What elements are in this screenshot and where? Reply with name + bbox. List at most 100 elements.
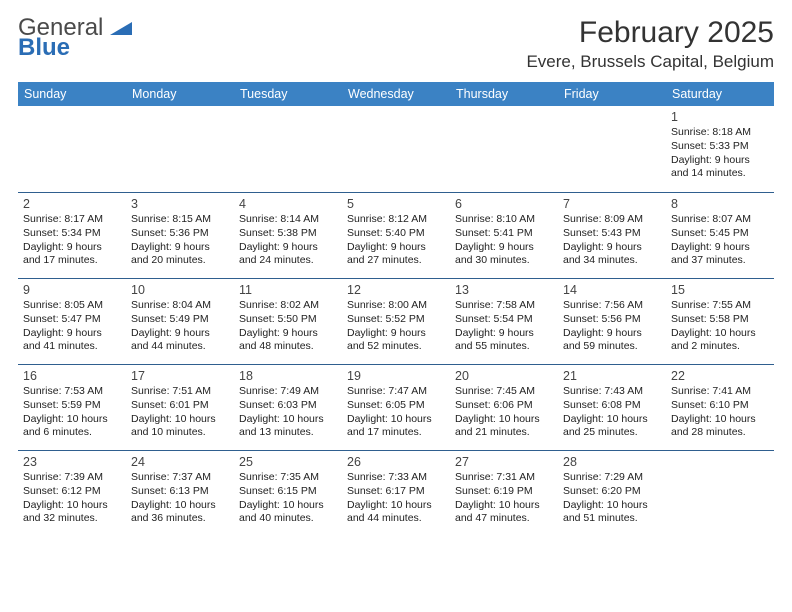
- day-number: 4: [239, 196, 337, 212]
- day-cell: 16Sunrise: 7:53 AMSunset: 5:59 PMDayligh…: [18, 364, 126, 450]
- day-number: 25: [239, 454, 337, 470]
- daylight-line: Daylight: 10 hours and 44 minutes.: [347, 499, 445, 526]
- sunset-line: Sunset: 6:13 PM: [131, 485, 229, 499]
- daylight-line: Daylight: 9 hours and 17 minutes.: [23, 241, 121, 268]
- sunrise-line: Sunrise: 7:56 AM: [563, 299, 661, 313]
- daylight-line: Daylight: 10 hours and 40 minutes.: [239, 499, 337, 526]
- sunset-line: Sunset: 6:01 PM: [131, 399, 229, 413]
- daylight-line: Daylight: 10 hours and 28 minutes.: [671, 413, 769, 440]
- daylight-line: Daylight: 10 hours and 17 minutes.: [347, 413, 445, 440]
- day-cell: 12Sunrise: 8:00 AMSunset: 5:52 PMDayligh…: [342, 278, 450, 364]
- sunset-line: Sunset: 5:59 PM: [23, 399, 121, 413]
- day-number: 7: [563, 196, 661, 212]
- day-cell: 7Sunrise: 8:09 AMSunset: 5:43 PMDaylight…: [558, 192, 666, 278]
- weekday-header-cell: Wednesday: [342, 82, 450, 106]
- day-number: 12: [347, 282, 445, 298]
- sunrise-line: Sunrise: 8:07 AM: [671, 213, 769, 227]
- sunrise-line: Sunrise: 8:14 AM: [239, 213, 337, 227]
- sunrise-line: Sunrise: 7:39 AM: [23, 471, 121, 485]
- daylight-line: Daylight: 10 hours and 2 minutes.: [671, 327, 769, 354]
- daylight-line: Daylight: 10 hours and 13 minutes.: [239, 413, 337, 440]
- sunrise-line: Sunrise: 7:41 AM: [671, 385, 769, 399]
- day-cell: 8Sunrise: 8:07 AMSunset: 5:45 PMDaylight…: [666, 192, 774, 278]
- sunset-line: Sunset: 5:40 PM: [347, 227, 445, 241]
- sunrise-line: Sunrise: 8:15 AM: [131, 213, 229, 227]
- day-cell: 26Sunrise: 7:33 AMSunset: 6:17 PMDayligh…: [342, 450, 450, 536]
- sunrise-line: Sunrise: 7:43 AM: [563, 385, 661, 399]
- day-number: 10: [131, 282, 229, 298]
- day-cell: 27Sunrise: 7:31 AMSunset: 6:19 PMDayligh…: [450, 450, 558, 536]
- daylight-line: Daylight: 9 hours and 20 minutes.: [131, 241, 229, 268]
- daylight-line: Daylight: 10 hours and 32 minutes.: [23, 499, 121, 526]
- day-cell: 18Sunrise: 7:49 AMSunset: 6:03 PMDayligh…: [234, 364, 342, 450]
- logo-triangle-icon: [110, 22, 132, 39]
- day-cell: 21Sunrise: 7:43 AMSunset: 6:08 PMDayligh…: [558, 364, 666, 450]
- sunset-line: Sunset: 5:33 PM: [671, 140, 769, 154]
- day-cell: 10Sunrise: 8:04 AMSunset: 5:49 PMDayligh…: [126, 278, 234, 364]
- sunset-line: Sunset: 5:50 PM: [239, 313, 337, 327]
- sunset-line: Sunset: 6:08 PM: [563, 399, 661, 413]
- day-number: 16: [23, 368, 121, 384]
- daylight-line: Daylight: 10 hours and 10 minutes.: [131, 413, 229, 440]
- day-number: 15: [671, 282, 769, 298]
- day-cell: 9Sunrise: 8:05 AMSunset: 5:47 PMDaylight…: [18, 278, 126, 364]
- sunrise-line: Sunrise: 7:31 AM: [455, 471, 553, 485]
- day-number: 18: [239, 368, 337, 384]
- day-number: 24: [131, 454, 229, 470]
- day-cell: 17Sunrise: 7:51 AMSunset: 6:01 PMDayligh…: [126, 364, 234, 450]
- sunset-line: Sunset: 6:06 PM: [455, 399, 553, 413]
- weekday-header-cell: Tuesday: [234, 82, 342, 106]
- day-number: 2: [23, 196, 121, 212]
- sunset-line: Sunset: 5:38 PM: [239, 227, 337, 241]
- calendar-grid: 1Sunrise: 8:18 AMSunset: 5:33 PMDaylight…: [18, 106, 774, 536]
- day-number: 26: [347, 454, 445, 470]
- weekday-header-cell: Monday: [126, 82, 234, 106]
- empty-cell: [126, 106, 234, 192]
- day-cell: 1Sunrise: 8:18 AMSunset: 5:33 PMDaylight…: [666, 106, 774, 192]
- daylight-line: Daylight: 9 hours and 41 minutes.: [23, 327, 121, 354]
- day-cell: 15Sunrise: 7:55 AMSunset: 5:58 PMDayligh…: [666, 278, 774, 364]
- daylight-line: Daylight: 10 hours and 36 minutes.: [131, 499, 229, 526]
- daylight-line: Daylight: 9 hours and 30 minutes.: [455, 241, 553, 268]
- weekday-header-cell: Thursday: [450, 82, 558, 106]
- day-number: 3: [131, 196, 229, 212]
- daylight-line: Daylight: 9 hours and 52 minutes.: [347, 327, 445, 354]
- empty-cell: [18, 106, 126, 192]
- sunrise-line: Sunrise: 7:58 AM: [455, 299, 553, 313]
- weekday-header-cell: Saturday: [666, 82, 774, 106]
- day-number: 13: [455, 282, 553, 298]
- sunset-line: Sunset: 5:36 PM: [131, 227, 229, 241]
- header: General Blue February 2025 Evere, Brusse…: [18, 16, 774, 72]
- empty-cell: [234, 106, 342, 192]
- sunrise-line: Sunrise: 8:09 AM: [563, 213, 661, 227]
- sunset-line: Sunset: 5:43 PM: [563, 227, 661, 241]
- day-number: 22: [671, 368, 769, 384]
- day-number: 28: [563, 454, 661, 470]
- day-cell: 19Sunrise: 7:47 AMSunset: 6:05 PMDayligh…: [342, 364, 450, 450]
- daylight-line: Daylight: 9 hours and 55 minutes.: [455, 327, 553, 354]
- sunrise-line: Sunrise: 7:37 AM: [131, 471, 229, 485]
- day-cell: 6Sunrise: 8:10 AMSunset: 5:41 PMDaylight…: [450, 192, 558, 278]
- day-cell: 11Sunrise: 8:02 AMSunset: 5:50 PMDayligh…: [234, 278, 342, 364]
- page-title: February 2025: [526, 16, 774, 50]
- sunrise-line: Sunrise: 7:47 AM: [347, 385, 445, 399]
- daylight-line: Daylight: 9 hours and 24 minutes.: [239, 241, 337, 268]
- title-block: February 2025 Evere, Brussels Capital, B…: [526, 16, 774, 72]
- daylight-line: Daylight: 10 hours and 47 minutes.: [455, 499, 553, 526]
- day-number: 20: [455, 368, 553, 384]
- daylight-line: Daylight: 9 hours and 37 minutes.: [671, 241, 769, 268]
- sunset-line: Sunset: 6:12 PM: [23, 485, 121, 499]
- day-cell: 3Sunrise: 8:15 AMSunset: 5:36 PMDaylight…: [126, 192, 234, 278]
- sunrise-line: Sunrise: 7:33 AM: [347, 471, 445, 485]
- sunset-line: Sunset: 5:54 PM: [455, 313, 553, 327]
- day-cell: 23Sunrise: 7:39 AMSunset: 6:12 PMDayligh…: [18, 450, 126, 536]
- sunset-line: Sunset: 5:58 PM: [671, 313, 769, 327]
- sunrise-line: Sunrise: 8:10 AM: [455, 213, 553, 227]
- day-number: 5: [347, 196, 445, 212]
- day-number: 6: [455, 196, 553, 212]
- logo-text-block: General Blue: [18, 16, 132, 60]
- sunset-line: Sunset: 6:17 PM: [347, 485, 445, 499]
- location-subtitle: Evere, Brussels Capital, Belgium: [526, 52, 774, 72]
- day-number: 19: [347, 368, 445, 384]
- empty-cell: [342, 106, 450, 192]
